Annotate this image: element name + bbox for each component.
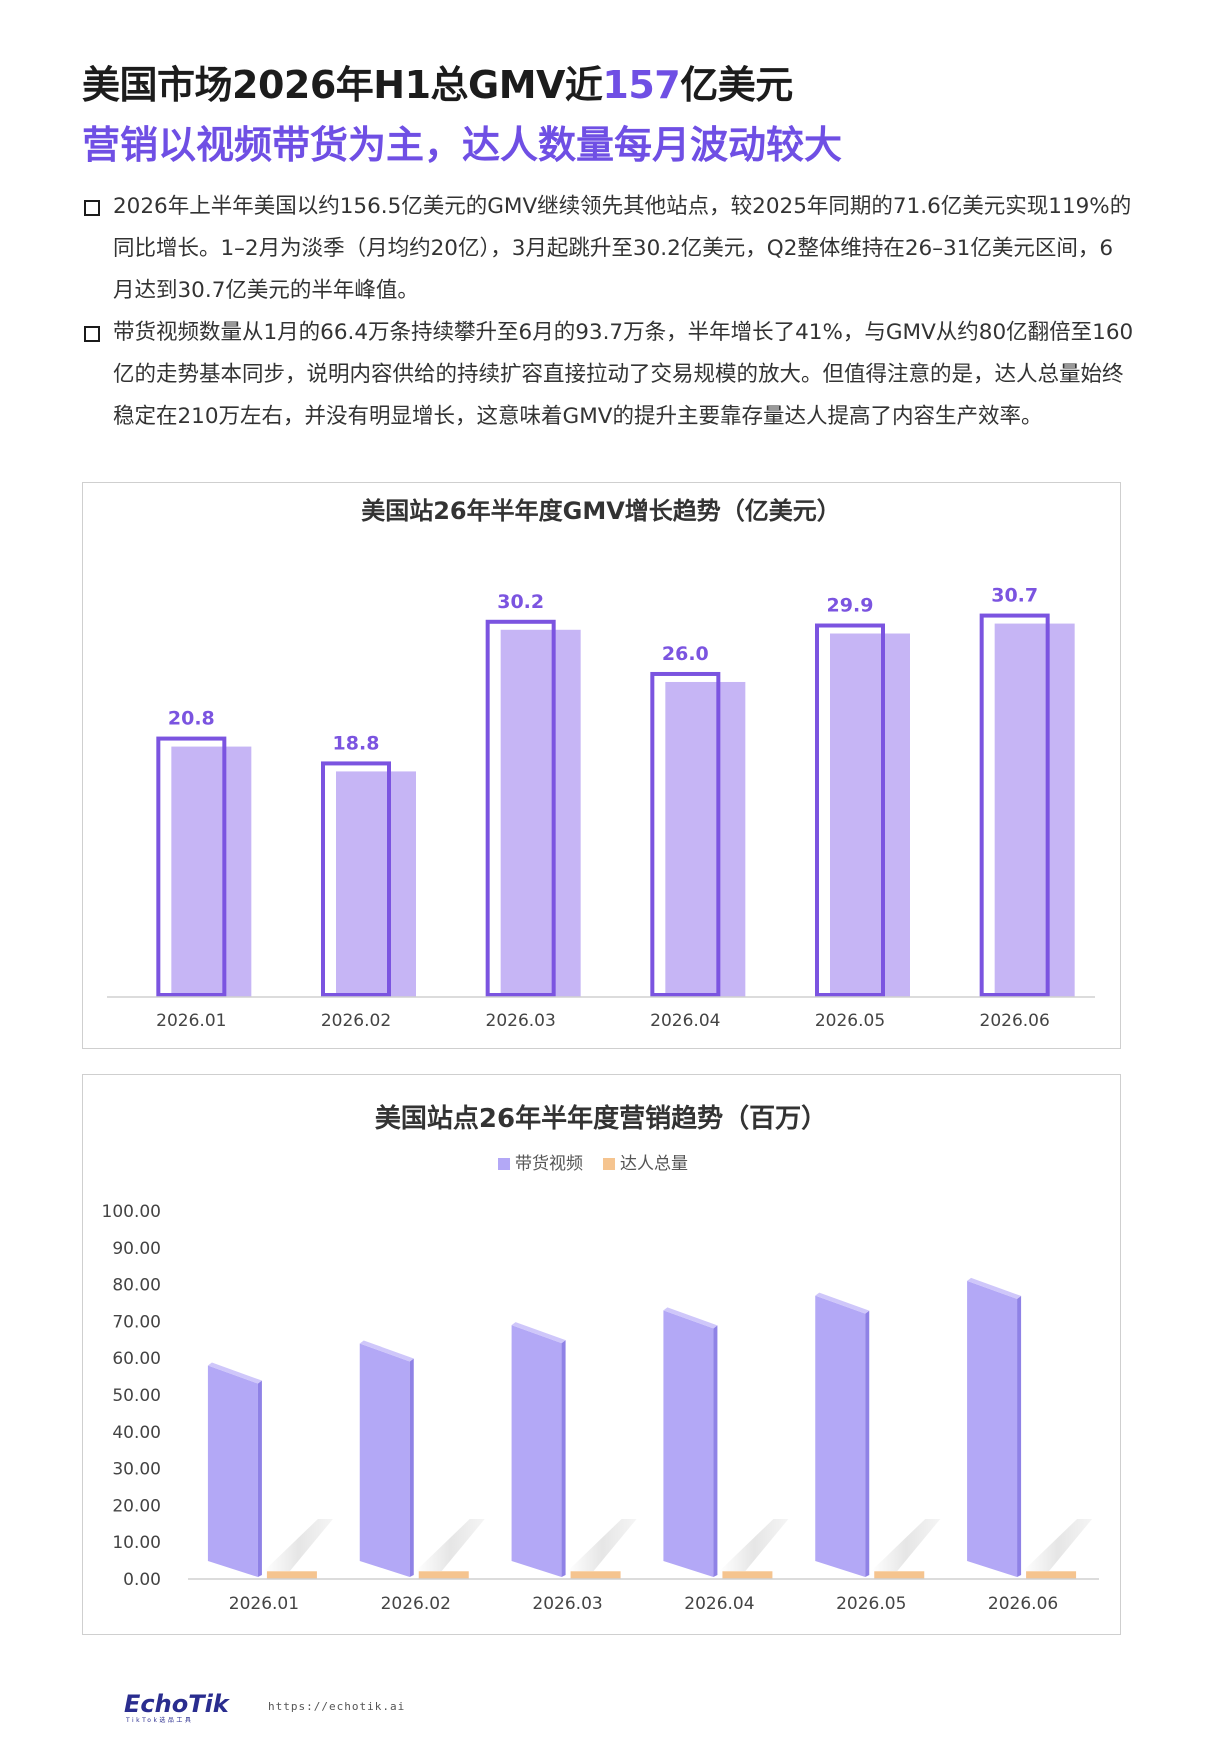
y-tick-label: 90.00 [112,1239,161,1259]
legend-label-series2: 达人总量 [620,1154,688,1174]
gmv-bar [171,746,252,997]
y-tick-label: 0.00 [123,1570,161,1590]
creator-bar [418,1571,469,1579]
y-tick-label: 50.00 [112,1386,161,1406]
video-bar-side [409,1358,414,1577]
bar-shadow [567,1519,637,1571]
video-bar-side [865,1310,870,1577]
video-bar [815,1295,866,1577]
bullet-item-2: 带货视频数量从1月的66.4万条持续攀升至6月的93.7万条，半年增长了41%，… [84,312,1134,438]
gmv-bar [665,681,746,997]
x-tick-label: 2026.05 [815,1011,885,1031]
y-tick-label: 60.00 [112,1349,161,1369]
footer-url[interactable]: https://echotik.ai [268,1700,406,1713]
video-bar [359,1343,410,1577]
data-label: 18.8 [333,732,380,754]
gmv-bar [994,623,1075,997]
x-tick-label: 2026.03 [532,1594,602,1614]
title-highlight: 157 [602,63,681,107]
gmv-bar-outline [485,619,556,997]
gmv-bar-outline [815,623,885,998]
video-bar [511,1325,562,1577]
x-tick-label: 2026.04 [650,1011,720,1031]
chart-legend: 带货视频 达人总量 [498,1154,688,1174]
y-tick-label: 20.00 [112,1496,161,1516]
data-label: 30.7 [991,585,1038,607]
x-tick-label: 2026.04 [684,1594,754,1614]
creator-bar [722,1571,773,1579]
y-tick-label: 100.00 [102,1202,161,1222]
chart-title: 美国站26年半年度GMV增长趋势（亿美元） [361,497,841,525]
video-bar [207,1365,258,1577]
gmv-bar-outline [650,671,721,997]
data-label: 20.8 [168,708,215,730]
logo-text: EchoTik [124,1690,231,1718]
y-tick-label: 40.00 [112,1423,161,1443]
creator-bar [266,1571,317,1579]
y-tick-label: 30.00 [112,1460,161,1480]
logo-subtext: TikTok选品工具 [125,1716,193,1724]
video-bar-top [207,1362,262,1384]
bar-shadow [719,1519,789,1571]
marketing-chart-panel: 美国站点26年半年度营销趋势（百万） 带货视频 达人总量 100.00 90.00… [82,1074,1121,1635]
legend-swatch-series1 [498,1158,510,1170]
x-tick-label: 2026.06 [980,1011,1050,1031]
bar-shadow [415,1519,485,1571]
video-bar-side [1017,1295,1022,1577]
video-bar-top [815,1292,870,1314]
gmv-bar [500,629,581,997]
gmv-bar [830,633,910,997]
title-suffix: 亿美元 [680,63,793,107]
x-tick-label: 2026.06 [988,1594,1058,1614]
echotik-logo: EchoTik TikTok选品工具 [124,1690,239,1728]
y-tick-label: 70.00 [112,1312,161,1332]
video-bar-top [663,1307,718,1329]
marketing-bar-chart: 美国站点26年半年度营销趋势（百万） 带货视频 达人总量 100.00 90.00… [102,1103,1099,1614]
data-label: 29.9 [827,595,874,617]
video-bar-top [967,1277,1022,1299]
x-tick-label: 2026.01 [229,1594,299,1614]
bullet-text: 带货视频数量从1月的66.4万条持续攀升至6月的93.7万条，半年增长了41%，… [113,320,1134,429]
video-bar-side [257,1380,262,1577]
video-bar-side [713,1325,718,1577]
video-bar-top [359,1340,414,1362]
page-subtitle: 营销以视频带货为主，达人数量每月波动较大 [82,123,843,167]
x-tick-label: 2026.02 [321,1011,391,1031]
bullet-item-1: 2026年上半年美国以约156.5亿美元的GMV继续领先其他站点，较2025年同… [84,186,1134,312]
bar-shadow [1023,1519,1093,1571]
legend-label-series1: 带货视频 [515,1154,583,1174]
video-bar-top [511,1322,566,1344]
video-bar-side [561,1340,566,1577]
gmv-bar-outline [979,613,1050,998]
creator-bar [570,1571,621,1579]
creator-bar [874,1571,925,1579]
bar-shadow [871,1519,941,1571]
x-tick-label: 2026.05 [836,1594,906,1614]
creator-bar [1026,1571,1077,1579]
chart-title: 美国站点26年半年度营销趋势（百万） [375,1103,827,1134]
gmv-bar-chart: 美国站26年半年度GMV增长趋势（亿美元） 20.8 18.8 30.2 26.0 29… [107,497,1095,1031]
gmv-bar-outline [321,761,391,998]
data-label: 26.0 [662,643,709,665]
gmv-bar-outline [156,736,227,998]
title-prefix: 美国市场2026年H1总GMV近 [82,63,603,107]
video-bar [967,1280,1018,1577]
x-tick-label: 2026.02 [381,1594,451,1614]
legend-swatch-series2 [603,1158,615,1170]
gmv-chart-panel: 美国站26年半年度GMV增长趋势（亿美元） 20.8 18.8 30.2 26.0 29… [82,482,1121,1049]
square-bullet-icon [84,326,100,342]
y-tick-label: 10.00 [112,1533,161,1553]
bullet-text: 2026年上半年美国以约156.5亿美元的GMV继续领先其他站点，较2025年同… [113,194,1132,303]
page-title: 美国市场2026年H1总GMV近157亿美元 [82,54,793,109]
x-tick-label: 2026.03 [486,1011,556,1031]
square-bullet-icon [84,200,100,216]
data-label: 30.2 [497,591,544,613]
video-bar [663,1310,714,1577]
y-tick-label: 80.00 [112,1276,161,1296]
gmv-bar [336,771,416,997]
x-tick-label: 2026.01 [156,1011,226,1031]
bar-shadow [263,1519,333,1571]
